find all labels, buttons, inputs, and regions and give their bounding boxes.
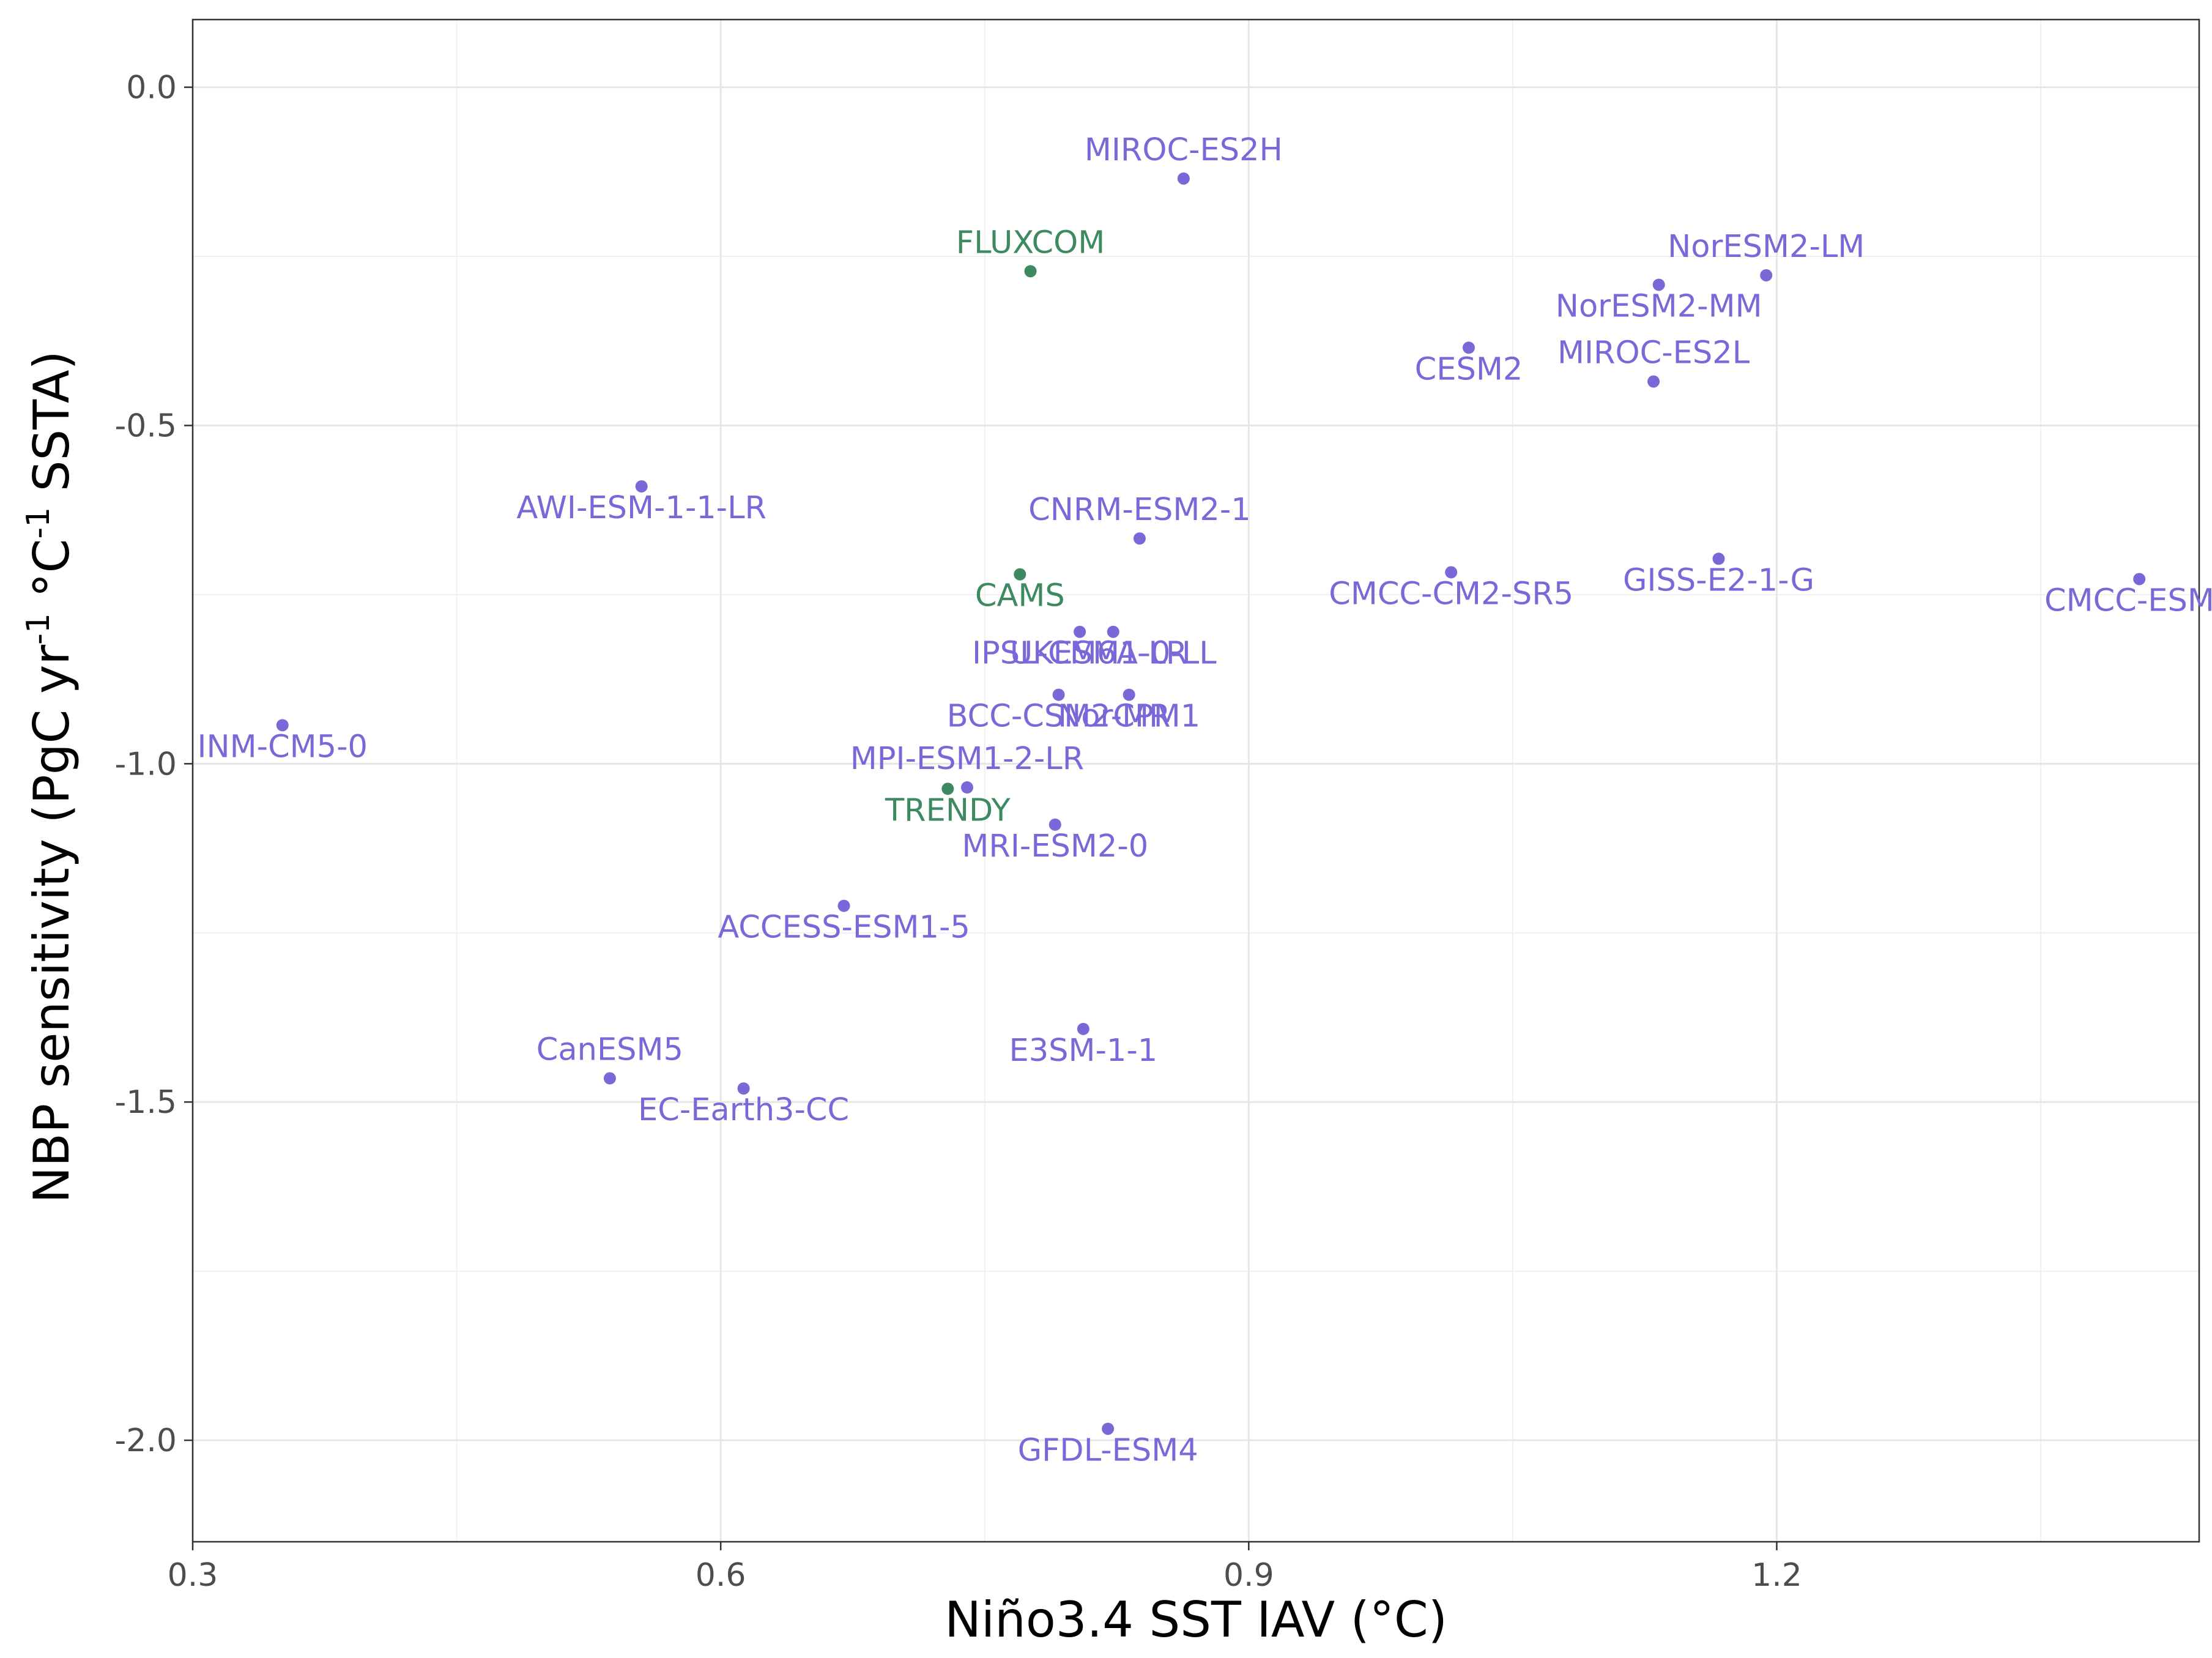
data-point-label: CMCC-CM2-SR5 [1329,576,1573,612]
data-point-label: MPI-ESM1-2-LR [850,741,1084,777]
data-point [1133,532,1146,545]
data-point [1052,688,1065,701]
data-point-label: BCC-CSM2-MR [947,699,1171,735]
data-point-label: MIROC-ES2L [1557,335,1750,371]
data-point [1652,278,1665,291]
data-point [1024,265,1037,278]
y-axis-title-part-1: NBP sensitivity (PgC yr [23,645,80,1203]
data-point-label: E3SM-1-1 [1009,1033,1157,1069]
data-point-label: TRENDY [885,792,1011,828]
data-point-label: EC-Earth3-CC [638,1092,849,1128]
data-point-label: CNRM-ESM2-1 [1028,492,1251,528]
data-point-label: GFDL-ESM4 [1018,1432,1198,1468]
data-point [1445,566,1458,579]
data-point [1647,375,1660,388]
data-point-label: INM-CM5-0 [197,729,368,765]
x-tick-label: 0.6 [696,1557,746,1594]
data-point-label: CMCC-ESM2 [2044,582,2212,619]
data-point-label: GISS-E2-1-G [1623,562,1814,598]
data-point [1107,625,1119,638]
data-point [837,899,850,912]
data-point [635,480,648,493]
data-point [737,1082,750,1095]
data-point [1102,1422,1115,1435]
data-point [1760,269,1773,281]
data-point-label: NorCPM1 [1058,699,1200,735]
y-axis-title: NBP sensitivity (PgC yr-1 °C-1 SSTA) [20,351,80,1203]
point-labels: MIROC-ES2H FLUXCOM NorESM2-LM NorESM2-MM CES… [197,132,2212,1468]
plot-panel-border [191,18,2200,1543]
data-point-label: IPSL-CM6A-LR [972,636,1187,672]
data-point-label: CAMS [975,578,1065,614]
data-point [960,781,973,794]
y-tick-labels: 0.0 -0.5 -1.0 -1.5 -2.0 [115,70,177,1460]
axis-ticks [184,86,1778,1550]
x-tick-label: 0.9 [1223,1557,1274,1594]
data-point [1123,688,1135,701]
data-point [941,783,954,795]
y-tick-label: -2.0 [115,1422,177,1459]
data-point [1074,625,1086,638]
y-tick-label: 0.0 [126,70,177,106]
y-axis-title-sup-1: -1 [20,613,57,645]
x-axis-title: Niño3.4 SST IAV (°C) [945,1591,1447,1648]
y-tick-label: -0.5 [115,407,177,444]
data-point-label: UKESM1-0-LL [1010,636,1217,672]
data-point [1048,818,1061,831]
data-point-label: CESM2 [1415,351,1523,387]
y-tick-label: -1.0 [115,746,177,783]
data-point-label: NorESM2-MM [1556,288,1762,324]
y-axis-title-part-2: °C [23,539,80,613]
minor-gridlines [193,20,2199,1542]
data-point-label: MRI-ESM2-0 [962,828,1148,864]
x-tick-label: 1.2 [1751,1557,1802,1594]
scatter-points [276,172,2146,1435]
data-point [1177,172,1190,185]
x-tick-labels: 0.3 0.6 0.9 1.2 [168,1557,1802,1594]
data-point-label: FLUXCOM [956,225,1105,261]
data-point-label: ACCESS-ESM1-5 [718,910,970,946]
data-point-label: AWI-ESM-1-1-LR [516,490,766,526]
data-point [2133,573,2146,586]
x-tick-label: 0.3 [168,1557,218,1594]
data-point-label: NorESM2-LM [1668,229,1865,265]
data-point [1712,552,1725,565]
y-tick-label: -1.5 [115,1084,177,1121]
data-point [603,1072,616,1085]
data-point [276,719,289,732]
data-point [1077,1022,1089,1035]
data-point [1462,341,1475,354]
data-point [1014,568,1026,581]
y-axis-title-sup-2: -1 [20,507,57,539]
data-point-label: CanESM5 [536,1032,683,1068]
data-point-label: MIROC-ES2H [1085,132,1283,168]
y-axis-title-part-3: SSTA) [23,351,80,507]
